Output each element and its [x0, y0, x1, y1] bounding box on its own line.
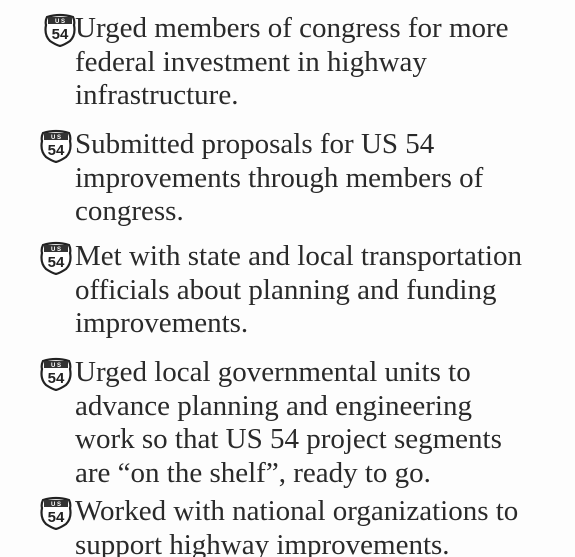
- item-text-line: infrastructure.: [75, 79, 239, 111]
- shield-top: U S: [51, 363, 61, 369]
- item-text-line: Submitted proposals for US 54: [75, 128, 435, 160]
- item-text-line: work so that US 54 project segments: [75, 423, 502, 455]
- item-text-line: are “on the shelf”, ready to go.: [75, 456, 431, 489]
- shield-top: U S: [51, 502, 61, 508]
- item-text-line: Urged local governmental units to: [75, 356, 471, 388]
- item-text-line: Urged members of congress for more: [75, 12, 509, 44]
- shield-number: 54: [52, 26, 69, 43]
- shield-number: 54: [48, 142, 65, 159]
- us-route-shield: U S54: [40, 241, 72, 275]
- item-text-line: officials about planning and funding: [75, 273, 497, 306]
- shield-number: 54: [48, 370, 65, 387]
- shield-number: 54: [48, 509, 65, 526]
- shield-top: U S: [55, 19, 65, 25]
- item-text-line: Worked with national organizations to: [75, 495, 519, 527]
- item-text-line: support highway improvements.: [75, 528, 450, 557]
- item-text-line: improvements through members of: [75, 161, 484, 194]
- item-text-line: improvements.: [75, 307, 249, 339]
- shield-number: 54: [48, 254, 65, 271]
- us-route-shield: U S54: [40, 357, 72, 391]
- item-text-line: congress.: [75, 195, 184, 227]
- us-route-shield: U S54: [44, 13, 76, 47]
- shield-top: U S: [51, 135, 61, 141]
- item-text-line: federal investment in highway: [75, 45, 427, 78]
- item-text-line: advance planning and engineering: [75, 389, 472, 422]
- us-route-shield: U S54: [40, 129, 72, 163]
- item-text-line: Met with state and local transportation: [75, 240, 522, 272]
- us-route-shield: U S54: [40, 496, 72, 530]
- shield-top: U S: [51, 247, 61, 253]
